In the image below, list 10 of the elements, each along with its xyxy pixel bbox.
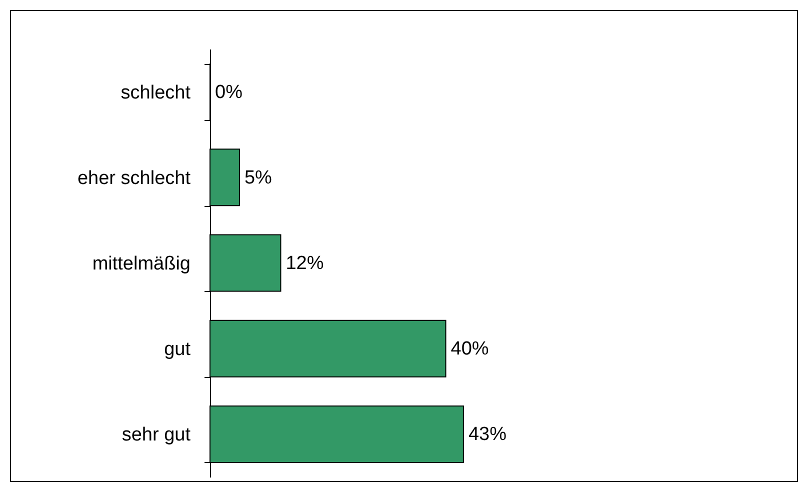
data-label: 5%	[244, 167, 272, 188]
data-label: 43%	[468, 424, 507, 446]
y-tick-label: sehr gut	[122, 424, 192, 446]
data-label: 12%	[286, 253, 324, 274]
data-label: 0%	[215, 82, 243, 103]
y-tick-label: schlecht	[120, 82, 192, 104]
y-tick-label: mittelmäßig	[92, 254, 190, 274]
y-tick-label: gut	[164, 339, 192, 360]
data-label: 40%	[450, 338, 489, 360]
y-tick-label: eher schlecht	[77, 168, 192, 189]
